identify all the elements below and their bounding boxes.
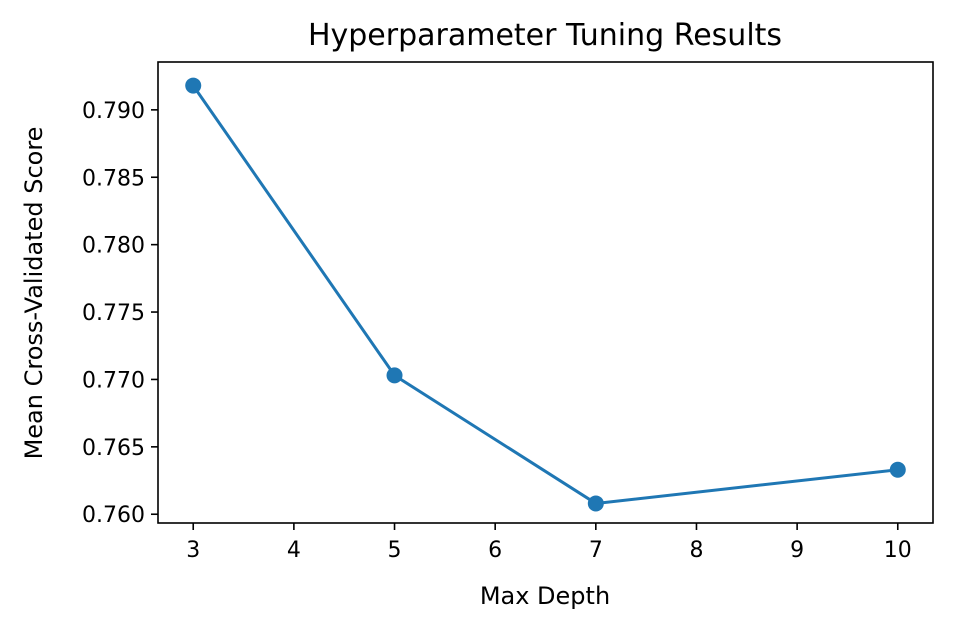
data-point bbox=[386, 367, 403, 384]
y-tick-label: 0.760 bbox=[82, 503, 145, 528]
y-tick-label: 0.765 bbox=[82, 436, 145, 461]
chart-title: Hyperparameter Tuning Results bbox=[308, 18, 782, 53]
y-tick-label: 0.770 bbox=[82, 368, 145, 393]
data-point bbox=[587, 495, 604, 512]
x-tick-label: 9 bbox=[790, 538, 804, 563]
y-tick-label: 0.790 bbox=[82, 99, 145, 124]
plot-frame bbox=[157, 61, 934, 524]
y-axis-label: Mean Cross-Validated Score bbox=[20, 127, 48, 460]
x-tick-label: 7 bbox=[589, 538, 603, 563]
x-tick-label: 6 bbox=[488, 538, 502, 563]
data-point bbox=[889, 461, 906, 478]
series-line bbox=[191, 84, 900, 505]
data-point bbox=[185, 77, 202, 94]
y-tick-label: 0.785 bbox=[82, 166, 145, 191]
x-tick-label: 8 bbox=[689, 538, 703, 563]
y-tick-label: 0.780 bbox=[82, 234, 145, 259]
x-tick-label: 3 bbox=[186, 538, 200, 563]
y-axis-ticks: 0.760 0.765 0.770 0.775 0.780 0.785 0.790 bbox=[82, 99, 158, 528]
x-tick-label: 5 bbox=[388, 538, 402, 563]
x-tick-label: 4 bbox=[287, 538, 301, 563]
y-tick-label: 0.775 bbox=[82, 301, 145, 326]
series-layer bbox=[185, 77, 906, 512]
x-axis-ticks: 3 4 5 6 7 8 9 10 bbox=[186, 523, 912, 563]
x-tick-label: 10 bbox=[884, 538, 912, 563]
x-axis-label: Max Depth bbox=[480, 582, 610, 610]
